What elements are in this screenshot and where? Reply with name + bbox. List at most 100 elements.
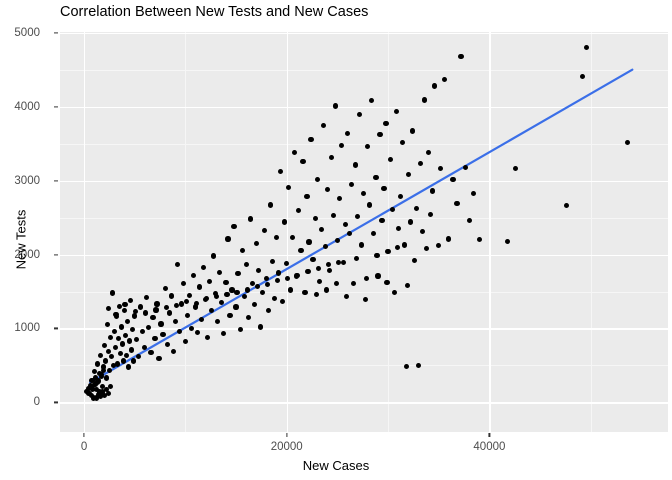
scatter-point	[205, 334, 211, 340]
scatter-point	[105, 348, 111, 354]
scatter-point	[122, 333, 129, 339]
scatter-point	[182, 339, 188, 345]
scatter-point	[253, 240, 259, 247]
scatter-point	[123, 352, 130, 358]
plot-panel	[60, 32, 668, 432]
scatter-point	[188, 325, 195, 332]
scatter-point	[432, 83, 438, 89]
scatter-point	[131, 358, 137, 364]
scatter-point	[284, 260, 290, 267]
scatter-point	[476, 237, 482, 243]
scatter-point	[186, 292, 193, 298]
scatter-point	[295, 272, 301, 278]
scatter-point	[107, 384, 113, 390]
gridline-minor-x	[185, 32, 187, 432]
scatter-point	[364, 275, 370, 281]
scatter-point	[342, 221, 349, 227]
scatter-point	[243, 261, 249, 267]
scatter-point	[207, 278, 213, 284]
scatter-point	[338, 142, 345, 148]
scatter-point	[245, 314, 251, 320]
scatter-point	[198, 317, 205, 323]
scatter-point	[314, 176, 320, 182]
scatter-point	[563, 203, 570, 209]
scatter-point	[168, 293, 174, 299]
scatter-point	[320, 123, 326, 129]
gridline-minor-y	[60, 291, 668, 293]
scatter-point	[174, 261, 180, 267]
scatter-point	[430, 188, 436, 194]
scatter-point	[401, 242, 407, 248]
scatter-point	[276, 270, 282, 276]
scatter-point	[251, 302, 257, 308]
x-axis-tick-label: 20000	[270, 441, 303, 453]
scatter-point	[121, 308, 128, 314]
gridline-major-y	[60, 180, 668, 182]
scatter-point	[328, 155, 334, 161]
scatter-point	[359, 242, 365, 248]
y-axis-tick-mark	[54, 327, 58, 330]
scatter-point	[244, 287, 250, 293]
scatter-point	[409, 128, 415, 134]
scatter-point	[146, 325, 152, 331]
scatter-point	[379, 217, 385, 224]
scatter-point	[249, 280, 255, 286]
scatter-point	[267, 202, 274, 208]
scatter-point	[454, 200, 460, 207]
scatter-point	[363, 297, 369, 303]
scatter-point	[304, 194, 310, 200]
scatter-point	[394, 245, 400, 251]
scatter-point	[125, 318, 131, 324]
scatter-point	[405, 172, 411, 178]
scatter-point	[103, 375, 109, 381]
scatter-point	[330, 212, 336, 218]
y-axis-tick-label: 0	[33, 396, 40, 409]
scatter-point	[237, 326, 243, 332]
scatter-point	[415, 362, 422, 369]
scatter-point	[397, 193, 403, 199]
scatter-point	[351, 280, 357, 286]
scatter-point	[126, 364, 132, 370]
scatter-point	[346, 231, 353, 237]
scatter-point	[288, 287, 294, 293]
scatter-point	[332, 103, 338, 109]
scatter-point	[115, 335, 122, 341]
scatter-point	[100, 364, 106, 370]
scatter-point	[229, 287, 235, 293]
scatter-point	[108, 353, 114, 360]
scatter-point	[103, 387, 109, 393]
scatter-point	[290, 234, 296, 241]
scatter-point	[98, 373, 104, 380]
scatter-point	[446, 236, 452, 242]
scatter-point	[275, 277, 281, 284]
scatter-point	[111, 328, 118, 335]
scatter-point	[109, 290, 115, 296]
scatter-point	[112, 345, 119, 351]
scatter-point	[292, 149, 298, 156]
scatter-point	[269, 258, 276, 264]
scatter-point	[383, 121, 389, 127]
scatter-point	[113, 311, 119, 318]
scatter-point	[164, 342, 170, 348]
scatter-point	[89, 377, 95, 383]
gridline-major-y	[60, 402, 668, 404]
scatter-point	[255, 268, 261, 274]
scatter-point	[106, 368, 112, 374]
scatter-point	[403, 363, 409, 369]
scatter-point	[278, 169, 284, 175]
scatter-point	[106, 305, 112, 312]
scatter-point	[150, 314, 156, 320]
scatter-point	[302, 289, 308, 295]
scatter-point	[261, 228, 268, 234]
scatter-point	[97, 393, 103, 400]
scatter-point	[306, 239, 312, 245]
scatter-point	[158, 321, 164, 327]
scatter-point	[369, 98, 375, 104]
scatter-point	[153, 307, 159, 313]
scatter-point	[513, 166, 519, 172]
scatter-point	[365, 144, 371, 150]
scatter-point	[122, 302, 128, 308]
gridline-minor-x	[590, 32, 592, 432]
gridline-major-x	[489, 32, 491, 432]
